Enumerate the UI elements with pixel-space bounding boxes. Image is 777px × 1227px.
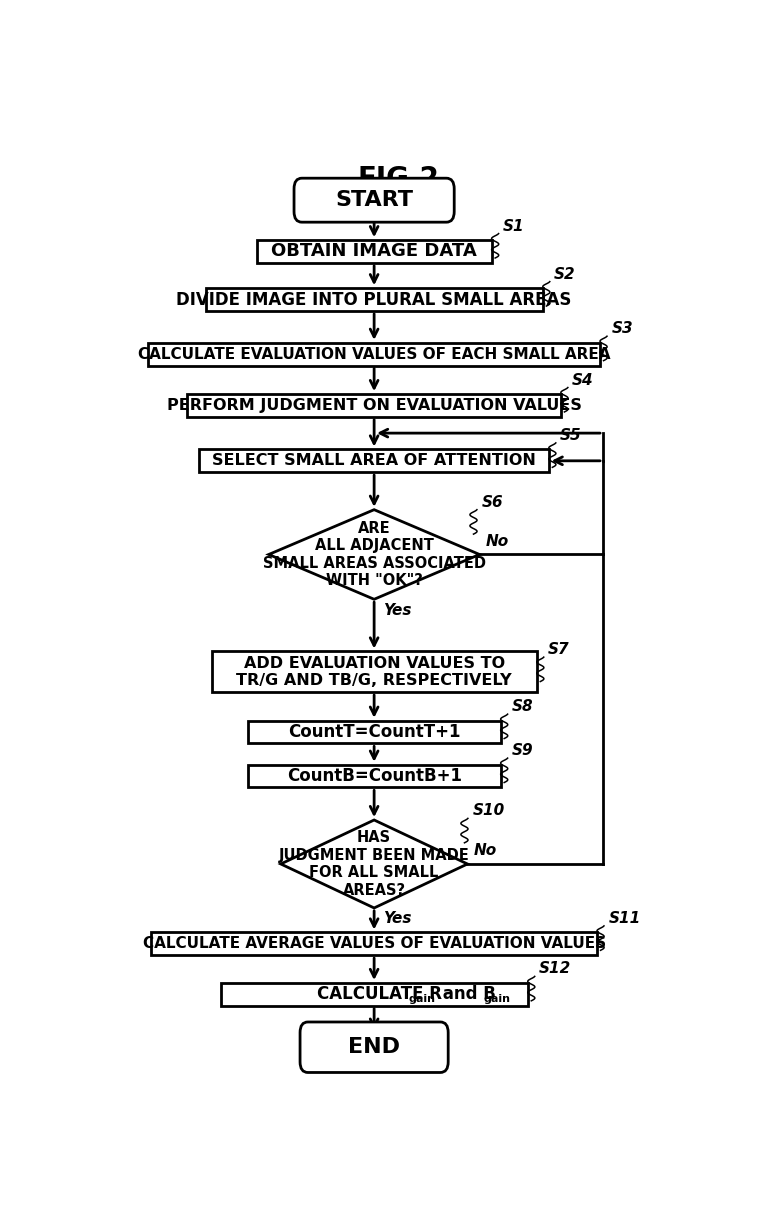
Text: S4: S4 (572, 373, 594, 388)
Text: S1: S1 (503, 218, 524, 233)
Text: and B: and B (437, 985, 497, 1004)
Text: S9: S9 (512, 744, 534, 758)
Text: S8: S8 (512, 699, 534, 714)
Text: S6: S6 (481, 494, 503, 509)
Text: ARE
ALL ADJACENT
SMALL AREAS ASSOCIATED
WITH "OK"?: ARE ALL ADJACENT SMALL AREAS ASSOCIATED … (263, 521, 486, 588)
Text: No: No (486, 534, 509, 548)
Bar (187, 394, 561, 417)
Text: OBTAIN IMAGE DATA: OBTAIN IMAGE DATA (271, 243, 477, 260)
Text: HAS
JUDGMENT BEEN MADE
FOR ALL SMALL
AREAS?: HAS JUDGMENT BEEN MADE FOR ALL SMALL ARE… (279, 831, 469, 898)
FancyBboxPatch shape (294, 178, 455, 222)
Bar (200, 449, 549, 472)
Bar (256, 240, 492, 263)
Bar (248, 720, 500, 744)
Bar (211, 652, 537, 692)
Polygon shape (280, 820, 468, 908)
Text: S3: S3 (611, 321, 633, 336)
Bar (248, 764, 500, 788)
Text: S12: S12 (539, 962, 571, 977)
Text: Yes: Yes (382, 602, 411, 617)
Text: SELECT SMALL AREA OF ATTENTION: SELECT SMALL AREA OF ATTENTION (212, 453, 536, 469)
FancyBboxPatch shape (300, 1022, 448, 1072)
Text: CountT=CountT+1: CountT=CountT+1 (287, 723, 461, 741)
Text: END: END (348, 1037, 400, 1058)
Text: ADD EVALUATION VALUES TO
TR/G AND TB/G, RESPECTIVELY: ADD EVALUATION VALUES TO TR/G AND TB/G, … (236, 655, 512, 688)
Text: Yes: Yes (382, 912, 411, 926)
Text: S7: S7 (548, 642, 570, 658)
Text: CALCULATE EVALUATION VALUES OF EACH SMALL AREA: CALCULATE EVALUATION VALUES OF EACH SMAL… (138, 346, 611, 362)
Text: FIG.2: FIG.2 (357, 166, 439, 193)
Text: START: START (335, 190, 413, 210)
Bar (148, 342, 600, 366)
Text: CountB=CountB+1: CountB=CountB+1 (287, 767, 462, 785)
Polygon shape (269, 509, 479, 599)
Text: S10: S10 (472, 804, 504, 818)
Text: gain: gain (484, 994, 510, 1004)
Text: CALCULATE AVERAGE VALUES OF EVALUATION VALUES: CALCULATE AVERAGE VALUES OF EVALUATION V… (142, 936, 606, 951)
Text: S11: S11 (608, 910, 640, 926)
Text: DIVIDE IMAGE INTO PLURAL SMALL AREAS: DIVIDE IMAGE INTO PLURAL SMALL AREAS (176, 291, 572, 308)
Bar (205, 288, 542, 310)
Text: S2: S2 (554, 266, 576, 282)
Text: gain: gain (409, 994, 435, 1004)
Bar (152, 933, 597, 955)
Text: PERFORM JUDGMENT ON EVALUATION VALUES: PERFORM JUDGMENT ON EVALUATION VALUES (167, 398, 581, 413)
Text: No: No (473, 843, 497, 858)
Text: S5: S5 (560, 428, 582, 443)
Text: CALCULATE R: CALCULATE R (317, 985, 442, 1004)
Bar (221, 983, 528, 1006)
